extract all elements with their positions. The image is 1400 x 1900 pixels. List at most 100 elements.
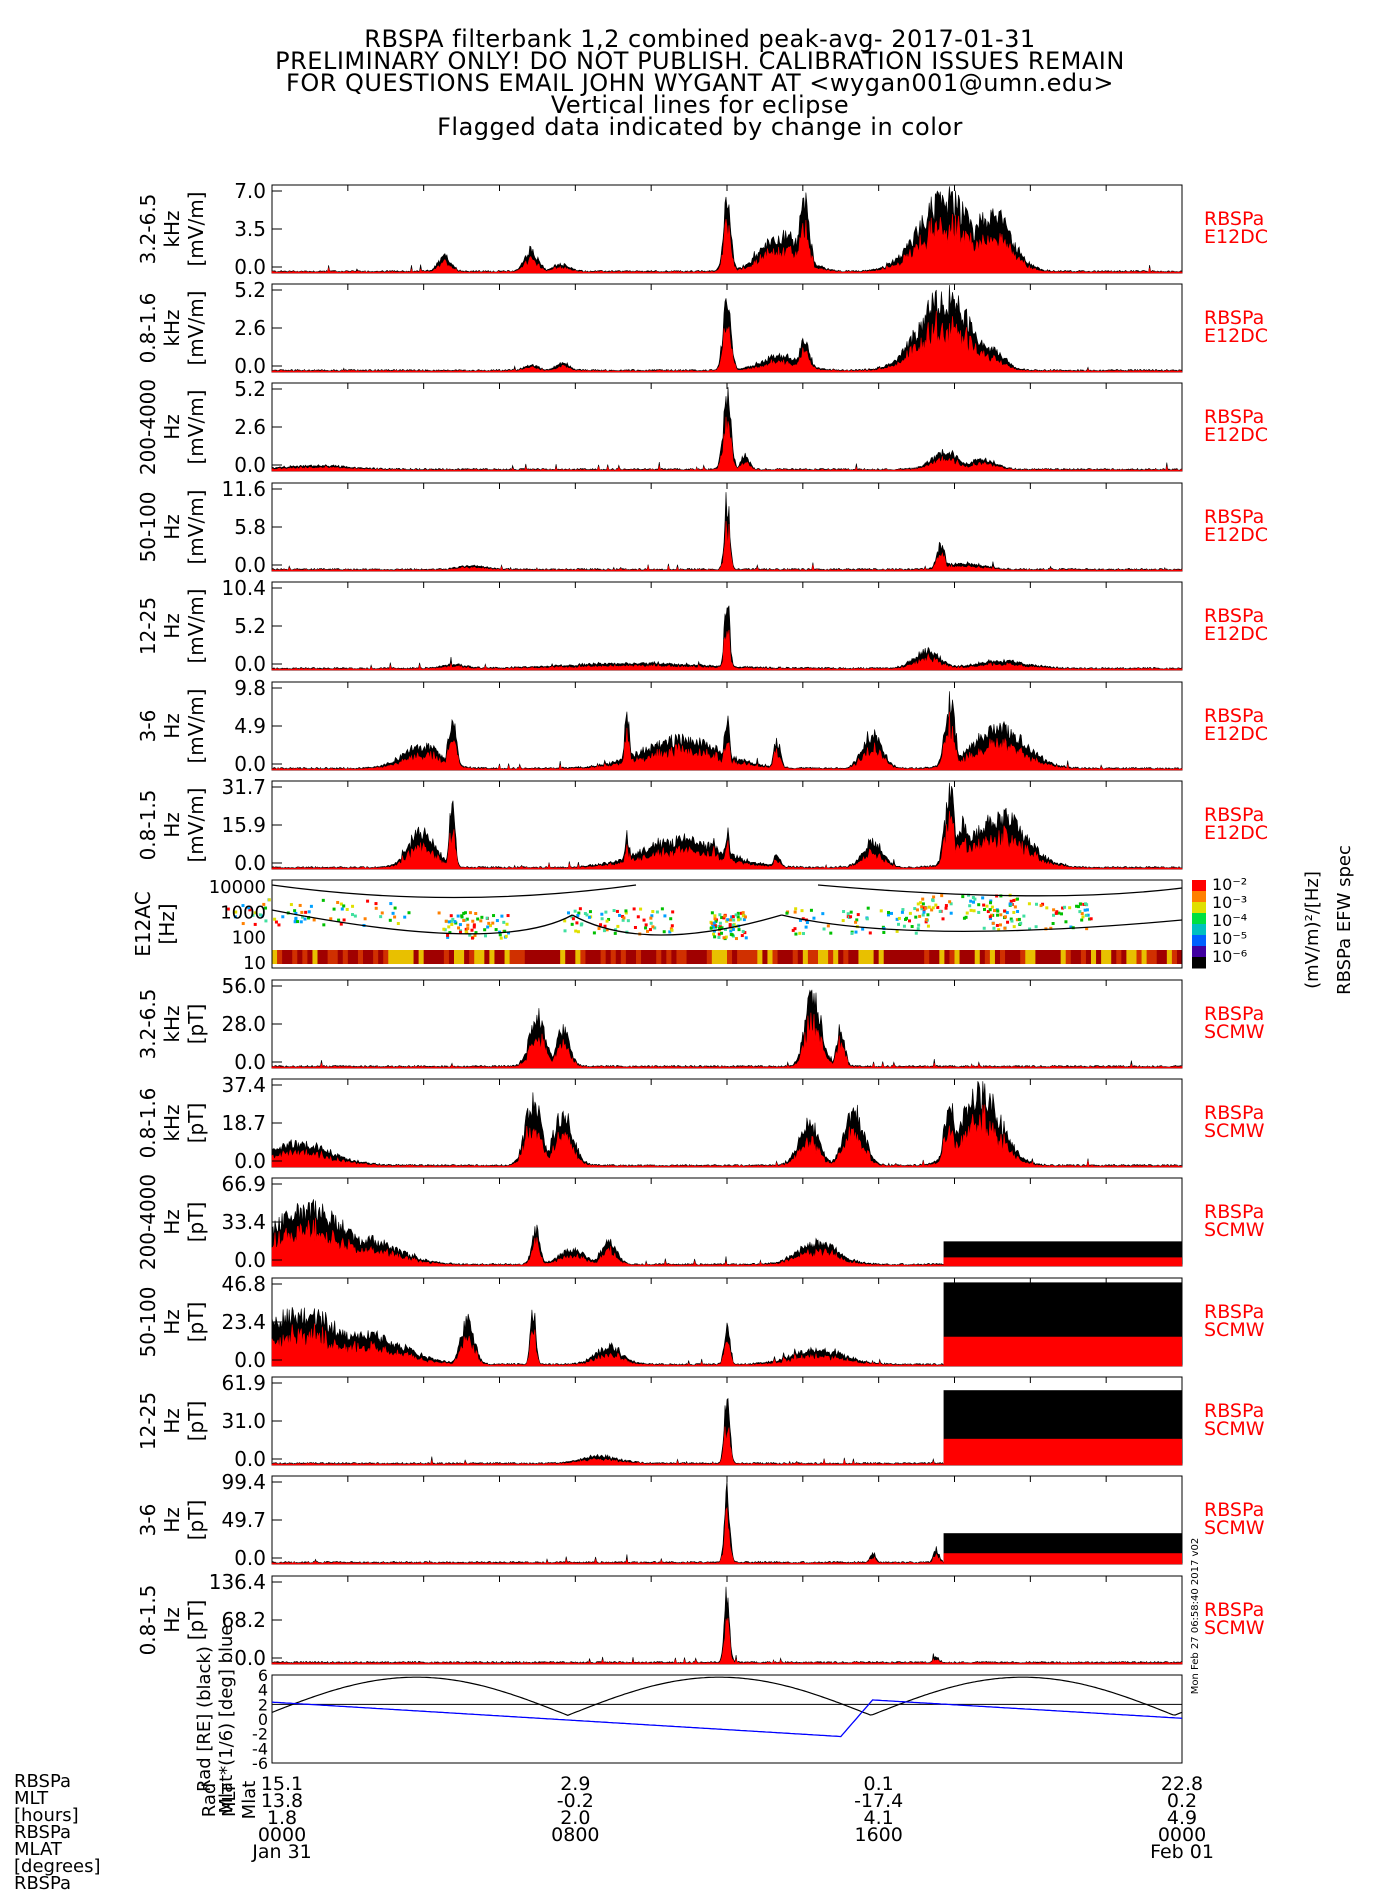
y-axis-label: 3-6 (136, 1504, 160, 1537)
spectrogram-cell (262, 902, 266, 906)
spectrogram-cell (470, 936, 474, 940)
spectrogram-cell (641, 950, 647, 964)
spectrogram-cell (465, 917, 469, 921)
spectrogram-cell (464, 930, 468, 934)
instrument-label: E12DC (1204, 822, 1268, 844)
x-axis-left-label: [hours] (14, 1805, 79, 1826)
spectrogram-cell (633, 925, 637, 929)
spectrogram-cell (576, 913, 580, 917)
spectrogram-cell (550, 950, 556, 964)
y-tick-label: 4.9 (234, 714, 266, 738)
y-axis-label: 3.2-6.5 (136, 989, 160, 1060)
spectrogram-cell (1078, 910, 1082, 914)
spectrogram-cell (1084, 913, 1088, 917)
spectrogram-cell (744, 936, 748, 940)
y-axis-label: 3-6 (136, 710, 160, 743)
spectrogram-cell (373, 950, 379, 964)
spectrogram-cell (805, 921, 809, 925)
spectrogram-cell (639, 907, 643, 911)
spectrogram-cell (403, 950, 409, 964)
y-tick-label: 5.8 (234, 515, 266, 539)
spectrogram-cell (731, 927, 735, 931)
spectrogram-cell (298, 903, 302, 907)
spectrogram-cell (1010, 950, 1016, 964)
spectrogram-cell (934, 950, 940, 964)
spectrogram-cell (340, 907, 344, 911)
spectrogram-cell (1091, 950, 1097, 964)
peak-series (271, 1081, 1183, 1168)
spectrogram-cell (524, 950, 531, 964)
spectrogram-cell (992, 926, 996, 930)
spectrogram-cell (447, 920, 451, 924)
y-tick-label: 23.4 (221, 1310, 266, 1334)
y-tick-label: 33.4 (221, 1210, 266, 1234)
spectrogram-cell (368, 950, 374, 964)
spectrogram-cell (447, 925, 451, 929)
spectrogram-cell (413, 950, 420, 964)
avg-series (271, 520, 1183, 572)
spectrogram-cell (909, 950, 915, 964)
spectrogram-cell (920, 907, 924, 911)
title-line-4: Vertical lines for eclipse (550, 91, 850, 119)
spectrogram-cell (514, 950, 521, 964)
y-tick-label: 15.9 (221, 813, 266, 837)
spectrogram-cell (809, 908, 813, 912)
spectrogram-cell (921, 902, 925, 906)
spectrogram-cell (740, 934, 744, 938)
spectrogram-cell (793, 927, 797, 931)
spectrogram-cell (807, 950, 814, 964)
spectrogram-cell (438, 950, 445, 964)
spectrogram-cell (895, 929, 899, 933)
spectrogram-cell (342, 950, 349, 964)
spectrogram-cell (592, 931, 596, 935)
spectrogram-cell (277, 950, 283, 964)
y-axis-label: Rad [RE] (black) (194, 1646, 215, 1792)
spectrogram-cell (472, 923, 476, 927)
spectrogram-cell (1052, 908, 1056, 912)
spectrogram-cell (1085, 950, 1092, 964)
spectrogram-cell (1030, 950, 1036, 964)
spectrogram-cell (904, 917, 908, 921)
spectrogram-cell (833, 950, 839, 964)
spectrogram-cell (442, 927, 446, 931)
y-tick-label: 3.5 (234, 217, 266, 241)
spectrogram-cell (886, 910, 890, 914)
spectrogram-cell (1045, 906, 1049, 910)
spectrogram-cell (886, 913, 890, 917)
spectrogram-cell (1141, 950, 1148, 964)
spectrogram-cell (1096, 950, 1102, 964)
spectrogram-cell (741, 911, 745, 915)
spectrogram-cell (717, 935, 721, 939)
spectrogram-cell (713, 917, 717, 921)
instrument-label: RBSPa (1204, 208, 1264, 230)
spectrogram-cell (727, 950, 733, 964)
spectrogram-cell (996, 909, 1000, 913)
spectrogram-cell (1022, 914, 1026, 918)
spectrogram-cell (721, 950, 728, 964)
spectrogram-cell (861, 927, 865, 931)
spectrogram-cell (347, 950, 354, 964)
spectrogram-cell (900, 910, 904, 914)
y-tick-label: 56.0 (221, 974, 266, 998)
spectrogram-cell (575, 921, 579, 925)
spectrogram-cell (469, 950, 475, 964)
y-tick-label: 31.0 (221, 1409, 266, 1433)
spectrogram-cell (916, 927, 920, 931)
spectrogram-cell (301, 915, 305, 919)
spectrogram-cell (329, 917, 333, 921)
spectrogram-cell (1005, 950, 1011, 964)
y-tick-label: 66.9 (221, 1172, 266, 1196)
y-axis-label: 0.8-1.5 (136, 1585, 160, 1656)
spectrogram-cell (984, 950, 991, 964)
spectrogram-cell (791, 928, 795, 932)
colorbar-segment (1192, 946, 1206, 958)
y-axis-label: Hz (160, 414, 184, 440)
spectrogram-cell (651, 925, 655, 929)
colorbar-tick-label: 10⁻⁴ (1212, 911, 1247, 930)
spectrogram-cell (846, 912, 850, 916)
spectrogram-cell (968, 904, 972, 908)
instrument-label: SCMW (1204, 1517, 1265, 1539)
y-axis-label: [pT] (184, 1004, 208, 1045)
spectrogram-cell (964, 915, 968, 919)
